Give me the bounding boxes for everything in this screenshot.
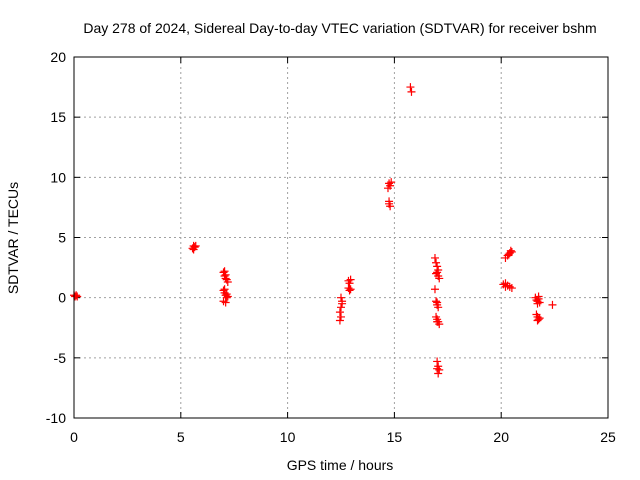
data-point	[406, 83, 415, 92]
data-point	[337, 303, 345, 312]
data-point	[72, 291, 81, 300]
data-point	[222, 290, 231, 299]
data-point	[533, 299, 542, 308]
y-tick-label: -10	[46, 410, 66, 426]
x-axis-label: GPS time / hours	[287, 457, 394, 473]
data-point	[220, 267, 229, 276]
data-point	[507, 284, 516, 293]
data-point	[430, 253, 439, 262]
data-point	[534, 292, 543, 301]
data-point	[73, 292, 82, 301]
data-point	[383, 184, 392, 193]
plot-frame	[73, 56, 609, 419]
data-point	[533, 316, 542, 325]
data-point	[387, 178, 396, 187]
data-point	[434, 303, 443, 312]
y-tick-label: 20	[50, 49, 66, 65]
y-tick-label: 5	[58, 230, 66, 246]
x-tick-label: 25	[600, 429, 616, 445]
data-point	[220, 285, 229, 294]
data-point	[432, 297, 441, 306]
data-point	[346, 285, 355, 294]
data-point	[435, 365, 444, 374]
data-point	[506, 246, 515, 255]
data-point	[335, 308, 344, 317]
data-point	[221, 298, 230, 307]
x-tick-label: 15	[387, 429, 403, 445]
chart-title: Day 278 of 2024, Sidereal Day-to-day VTE…	[83, 20, 596, 36]
x-tick-label: 5	[177, 429, 185, 445]
grid-lines	[74, 57, 608, 418]
data-point	[385, 197, 394, 206]
data-point	[335, 316, 344, 325]
data-point	[407, 87, 416, 96]
y-tick-label: 0	[58, 290, 66, 306]
data-point	[434, 369, 443, 378]
data-point	[501, 279, 510, 288]
data-point	[189, 245, 198, 254]
data-point	[433, 268, 442, 277]
data-point	[345, 286, 354, 295]
data-point	[386, 202, 395, 211]
y-axis-label: SDTVAR / TECUs	[5, 182, 21, 294]
data-point	[337, 312, 345, 321]
x-tick-label: 10	[280, 429, 296, 445]
data-point	[432, 258, 441, 267]
y-tick-label: 10	[50, 169, 66, 185]
data-point	[548, 300, 557, 309]
data-point	[346, 275, 355, 284]
data-point	[433, 364, 442, 373]
data-points	[70, 83, 557, 378]
data-point	[338, 297, 347, 306]
data-point	[435, 274, 444, 283]
data-point	[345, 279, 354, 288]
data-point	[433, 298, 442, 307]
data-point	[433, 357, 442, 366]
data-point	[433, 317, 442, 326]
y-tick-labels: -10 -5 0 5 10 15 20	[46, 49, 66, 426]
data-point	[430, 285, 439, 294]
data-point	[337, 293, 345, 302]
x-tick-label: 0	[70, 429, 78, 445]
x-tick-labels: 0 5 10 15 20 25	[70, 429, 616, 445]
data-point	[221, 274, 230, 283]
y-tick-label: 15	[50, 109, 66, 125]
y-tick-label: -5	[54, 350, 67, 366]
x-tick-label: 20	[493, 429, 509, 445]
data-point	[534, 315, 543, 324]
